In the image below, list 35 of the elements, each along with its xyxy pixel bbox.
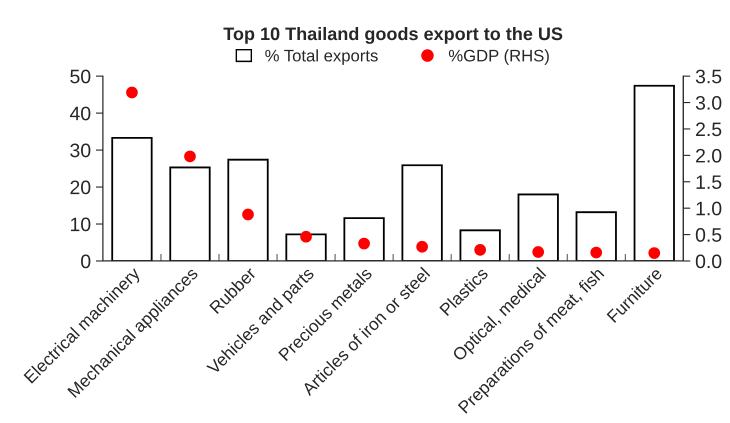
bar	[169, 166, 211, 261]
y2-tick-label: 1.5	[696, 175, 722, 190]
y-tick-label: 40	[70, 106, 90, 120]
bar	[227, 158, 269, 261]
y2-tick-label: 2.0	[696, 148, 722, 163]
y-tick-label: 50	[70, 70, 90, 84]
y-tick-label: 30	[70, 144, 90, 158]
point	[590, 246, 602, 258]
bar	[285, 233, 327, 261]
bar	[401, 164, 443, 261]
y-tick-label: 10	[70, 217, 90, 232]
bar	[111, 136, 153, 261]
y-tick-label: 20	[70, 180, 90, 194]
point	[242, 208, 254, 220]
legend-label: % Total exports	[265, 49, 378, 65]
legend-label: %GDP (RHS)	[448, 49, 549, 65]
chart-title: Top 10 Thailand goods export to the US	[223, 26, 562, 44]
point	[648, 247, 660, 259]
y2-tick-label: 1.0	[696, 202, 722, 216]
bar	[460, 229, 501, 261]
y2-tick-label: 2.5	[696, 122, 722, 136]
bar	[518, 194, 559, 261]
point	[300, 230, 312, 243]
y2-tick-label: 3.5	[696, 70, 722, 84]
y-tick-label: 0	[81, 254, 90, 268]
point	[416, 240, 428, 253]
point	[532, 246, 544, 258]
bar	[634, 84, 675, 261]
bar	[576, 211, 617, 261]
point	[126, 86, 138, 98]
y2-tick-label: 3.0	[696, 96, 722, 110]
point	[184, 150, 196, 162]
y2-tick-label: 0.0	[696, 254, 722, 268]
y2-tick-label: 0.5	[696, 228, 722, 242]
bar	[343, 217, 385, 261]
